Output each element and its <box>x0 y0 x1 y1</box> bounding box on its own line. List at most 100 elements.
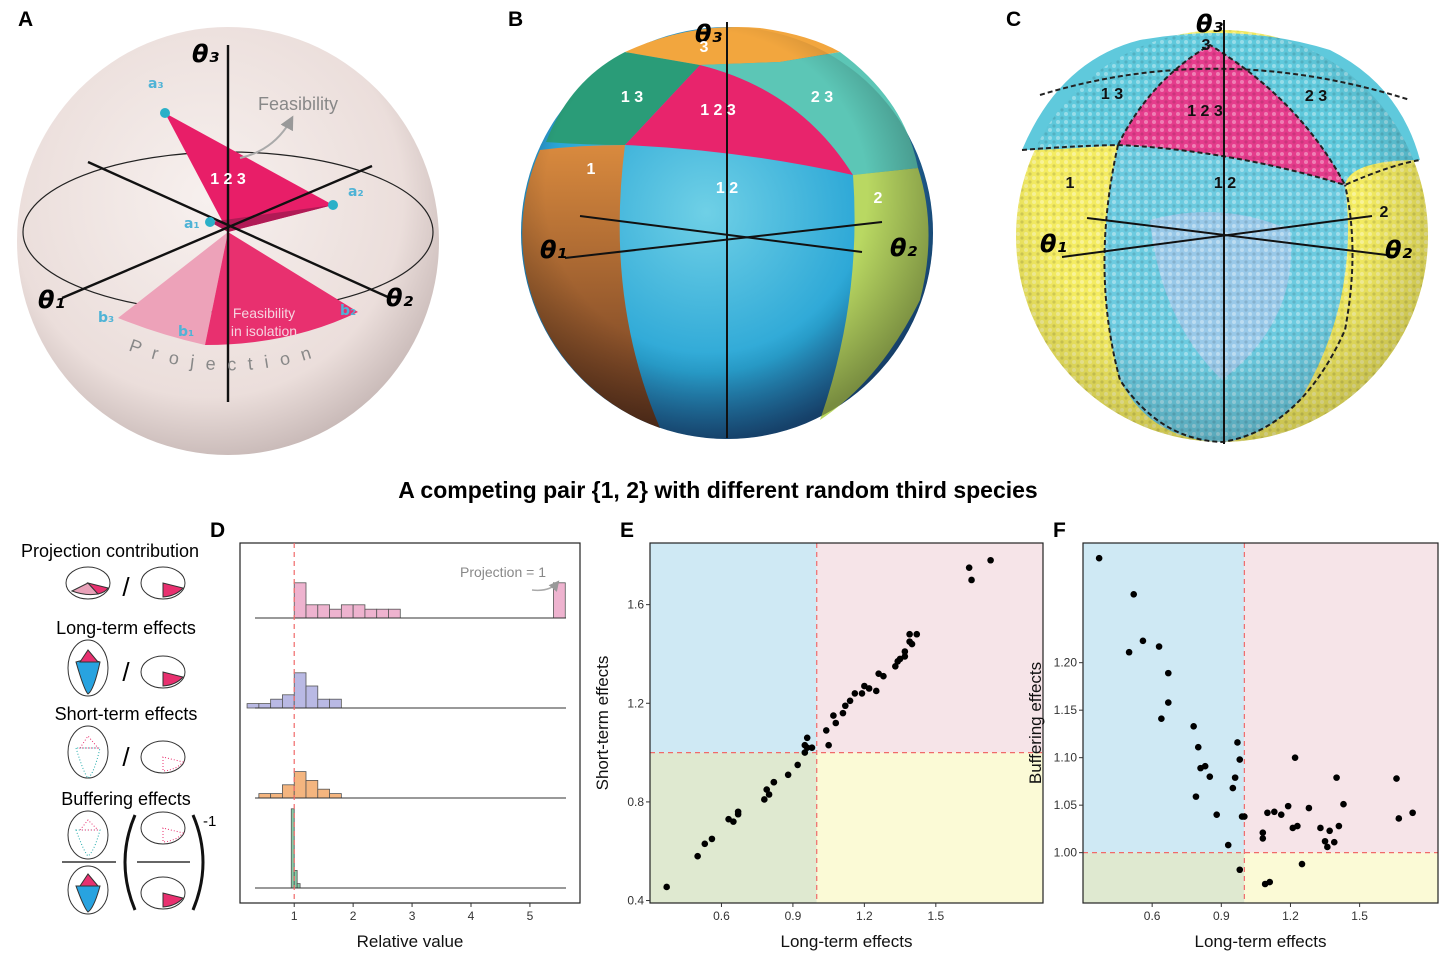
region-label: 2 3 <box>1305 88 1327 105</box>
point <box>1305 804 1313 812</box>
point <box>832 719 840 727</box>
annotation: in isolation <box>231 323 297 339</box>
histogram-bar <box>340 604 354 619</box>
vector-tip <box>205 217 215 227</box>
point <box>1236 866 1244 874</box>
y-axis-label: Buffering effects <box>1026 662 1045 784</box>
point <box>763 786 771 793</box>
region-label: 3 <box>700 39 709 56</box>
point <box>1395 815 1403 822</box>
fan <box>118 232 228 345</box>
x-tick-label: 0.9 <box>785 909 802 923</box>
panel-label: B <box>508 8 523 31</box>
y-tick-label: 1.6 <box>627 598 644 612</box>
region-label: 1 2 3 <box>700 102 736 119</box>
point <box>808 744 816 751</box>
feasibility-cone <box>165 113 333 232</box>
point <box>839 709 847 717</box>
point <box>784 771 792 779</box>
point <box>872 687 880 695</box>
region-label: 1 <box>587 161 596 178</box>
divider: / <box>122 742 130 772</box>
x-tick-label: 5 <box>527 909 534 923</box>
point <box>1201 762 1209 770</box>
region-label: 1 2 <box>716 180 738 197</box>
point <box>770 778 778 786</box>
point <box>1206 773 1214 780</box>
point <box>901 653 909 660</box>
y-tick-label: 0.4 <box>627 894 644 908</box>
y-tick-label: 1.15 <box>1054 703 1078 717</box>
legend-label: Long-term effects <box>56 618 196 638</box>
histogram-bar <box>258 793 272 799</box>
histogram-bar <box>270 793 283 799</box>
histogram-bar <box>329 608 342 619</box>
point <box>803 744 811 751</box>
histogram-bar <box>329 698 342 709</box>
point <box>765 791 773 798</box>
point <box>1164 699 1172 706</box>
axis-label: θ₃ <box>192 40 219 68</box>
x-tick-label: 0.6 <box>1144 909 1161 923</box>
figure-title: A competing pair {1, 2} with different r… <box>398 477 1037 503</box>
point <box>1317 824 1324 832</box>
divider: / <box>122 572 130 602</box>
point <box>1277 811 1285 818</box>
point <box>908 640 916 648</box>
point <box>794 761 801 769</box>
point <box>1139 637 1147 645</box>
point <box>1236 756 1244 763</box>
histogram-bar <box>246 703 260 709</box>
point <box>825 741 832 749</box>
point <box>1194 743 1202 751</box>
quadrant <box>1083 852 1245 903</box>
point <box>1213 811 1221 818</box>
histogram-bar <box>282 784 295 799</box>
quadrant <box>650 752 817 903</box>
point <box>730 818 737 825</box>
histogram-bar <box>352 604 366 619</box>
point <box>694 852 701 860</box>
axis-label: θ₁ <box>38 286 65 314</box>
axis-label: θ₁ <box>1040 230 1067 258</box>
point <box>987 556 994 564</box>
panel-label: C <box>1006 8 1021 31</box>
histogram-bar <box>329 793 342 799</box>
point <box>1259 829 1267 837</box>
histogram-bar <box>553 582 566 619</box>
point <box>913 630 921 638</box>
fan <box>205 232 358 345</box>
axis-label: θ₂ <box>1385 236 1412 264</box>
point <box>906 630 913 638</box>
histogram-bar <box>282 694 295 709</box>
y-tick-label: 1.20 <box>1054 656 1078 670</box>
legend: Projection contribution Long-term effect… <box>21 541 216 915</box>
region-label: 2 3 <box>811 89 833 106</box>
quadrant <box>1244 852 1438 903</box>
frame <box>649 542 1044 904</box>
x-tick-label: 0.9 <box>1213 909 1230 923</box>
vector-label: a₁ <box>184 216 200 232</box>
point <box>1284 802 1292 810</box>
point <box>851 690 859 697</box>
x-axis-label: Long-term effects <box>781 932 913 951</box>
histogram-bar <box>296 883 301 889</box>
point <box>846 697 854 705</box>
panel-c: C θ₃ θ₁ θ₂ 3 1 3 1 2 3 2 3 1 1 2 2 <box>1006 8 1428 444</box>
point <box>1155 643 1163 650</box>
point <box>701 840 709 848</box>
point <box>880 672 887 680</box>
region-label: 1 2 <box>1214 175 1236 192</box>
point <box>1164 669 1172 677</box>
quadrant <box>650 543 817 753</box>
point <box>1190 723 1197 730</box>
axis-label: θ₁ <box>540 236 567 264</box>
axes <box>61 45 391 402</box>
legend-label: Buffering effects <box>61 789 190 809</box>
legend-icons <box>62 566 205 915</box>
point <box>1241 813 1248 820</box>
panel-label: A <box>18 8 33 31</box>
region-label: 1 2 3 <box>210 171 246 188</box>
divider: / <box>122 657 130 687</box>
